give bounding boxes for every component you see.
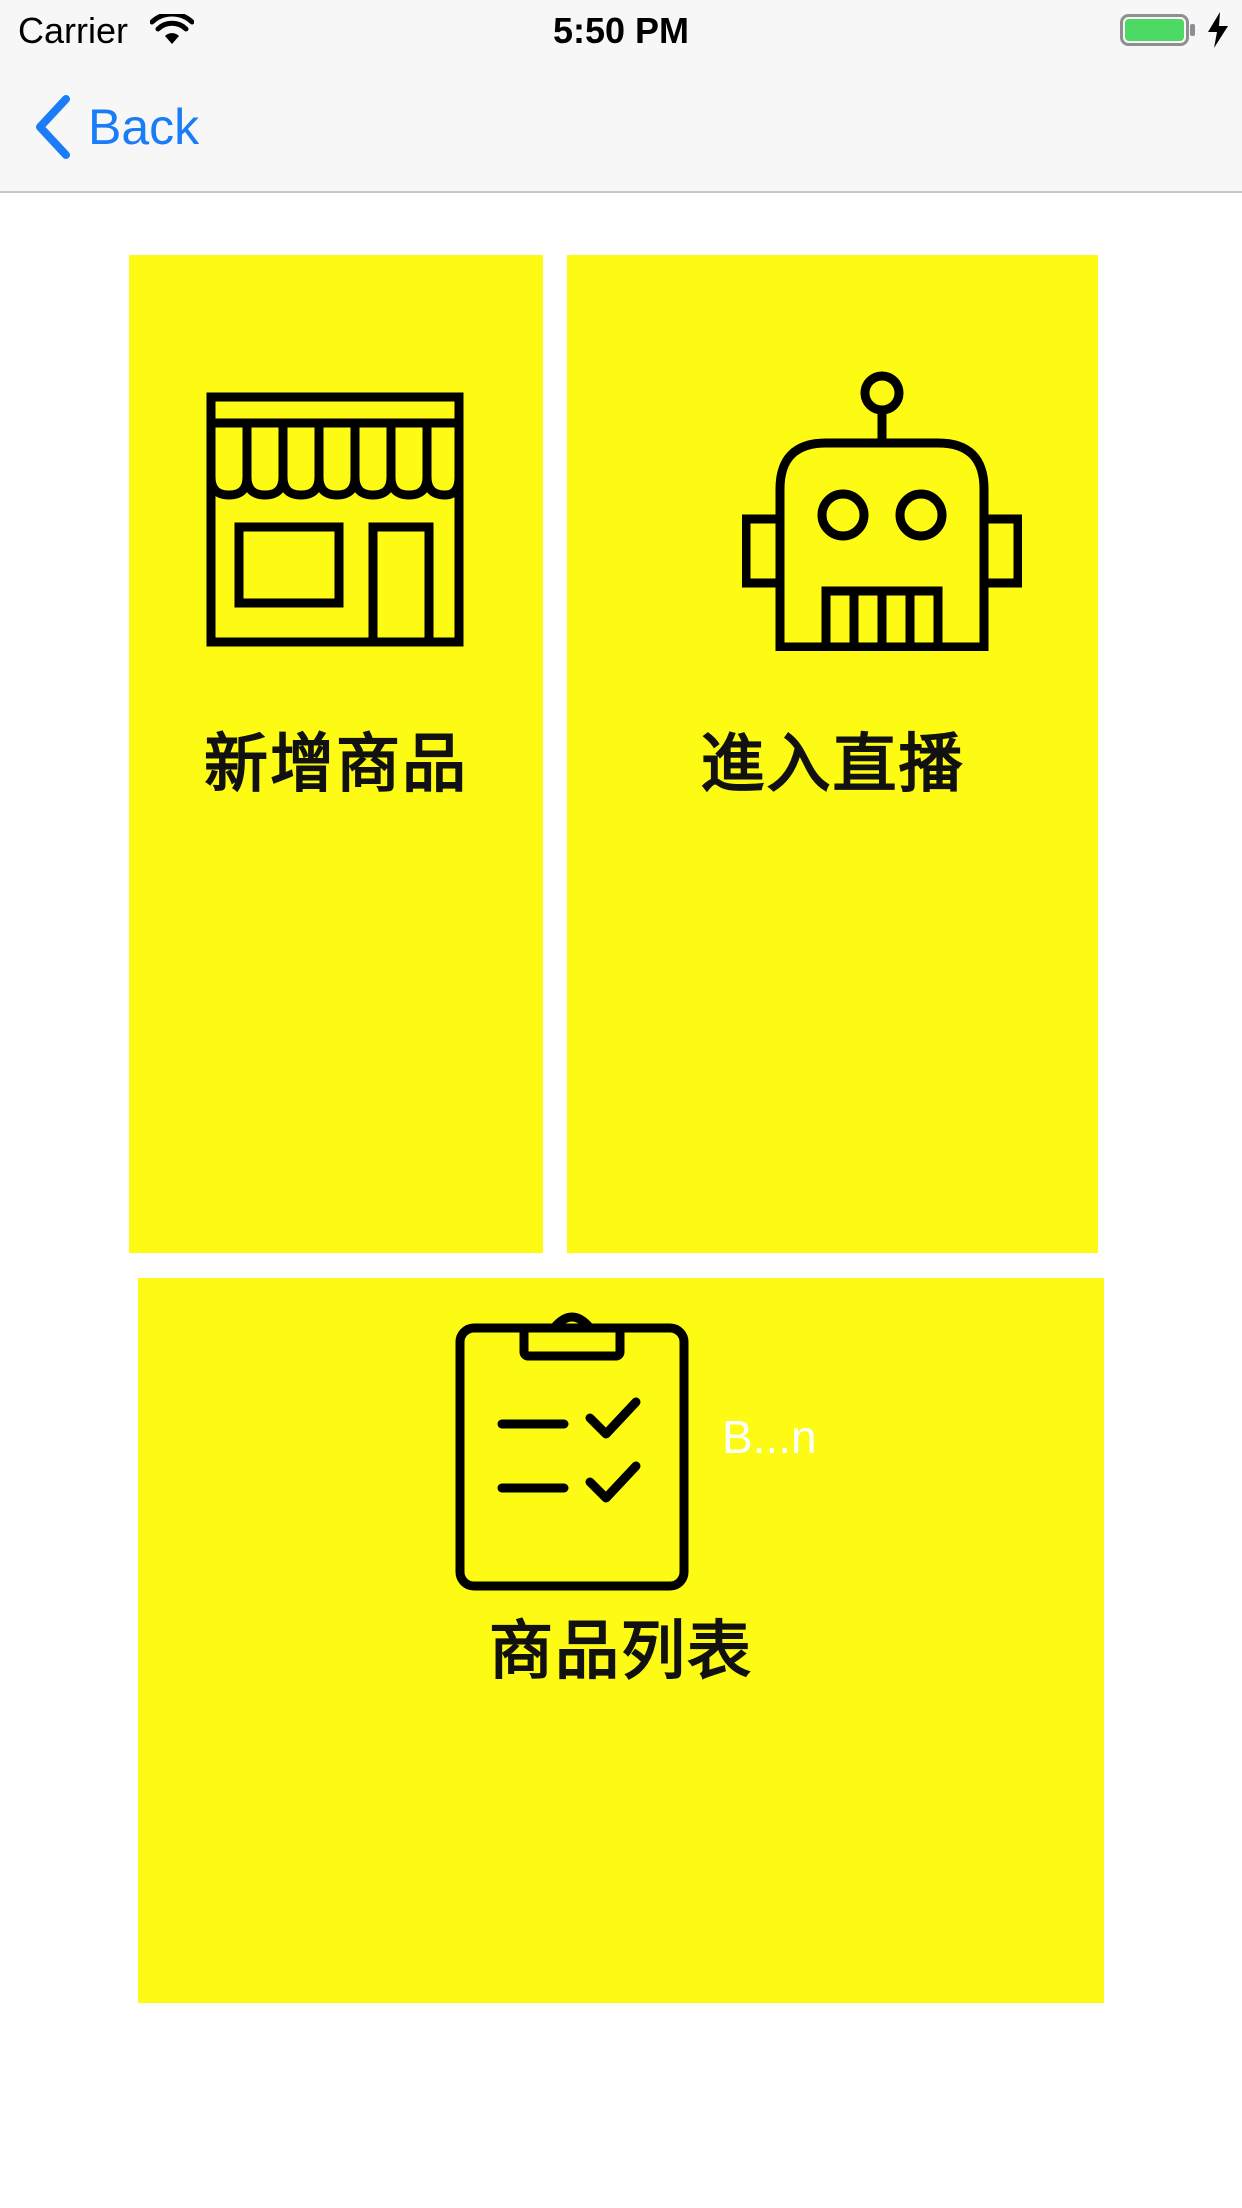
clipboard-checklist-icon [455,1312,689,1591]
navigation-bar: Back [0,60,1242,193]
product-list-label: 商品列表 [489,1615,753,1689]
battery-icon [1120,14,1195,46]
carrier-label: Carrier [18,10,129,51]
status-bar: Carrier 5:50 PM [0,0,1242,60]
enter-live-label: 進入直播 [700,728,965,802]
robot-icon [742,371,1022,651]
back-button[interactable]: Back [34,94,199,160]
enter-live-tile[interactable]: 進入直播 [567,255,1098,1253]
product-list-tile[interactable]: 商品列表 [138,1278,1104,2003]
storefront-icon [206,392,464,647]
truncated-button-label[interactable]: B...n [722,1411,817,1463]
charging-icon [1208,12,1228,48]
status-time: 5:50 PM [552,10,690,51]
add-product-label: 新增商品 [204,728,468,802]
back-button-label: Back [88,99,200,155]
chevron-left-icon [36,95,70,159]
add-product-tile[interactable]: 新增商品 [129,255,543,1253]
wifi-icon [150,14,194,44]
